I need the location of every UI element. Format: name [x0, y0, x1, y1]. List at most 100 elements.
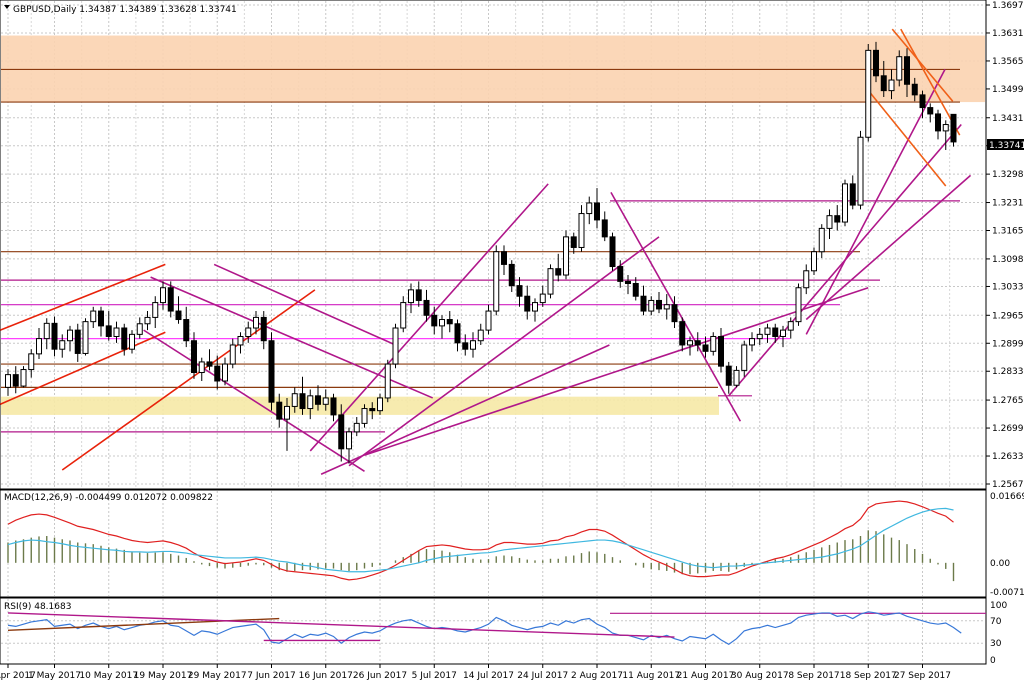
price-y-tick-label: 1.34990 — [992, 85, 1024, 95]
candles — [5, 41, 957, 464]
candle-body — [90, 310, 97, 323]
x-tick-label: 21 Aug 2017 — [677, 671, 735, 681]
candle-body — [98, 310, 104, 327]
x-tick-label: 7 Jun 2017 — [247, 671, 295, 681]
candle-body — [198, 361, 205, 374]
candle-body — [950, 113, 957, 143]
candle-body — [268, 340, 275, 403]
macd-title: MACD(12,26,9) -0.004499 0.012072 0.00982… — [4, 493, 213, 503]
candle-body — [175, 310, 182, 321]
candle-body — [656, 299, 662, 310]
orange-channel-line — [900, 28, 961, 136]
x-tick-label: 10 May 2017 — [79, 671, 138, 681]
candle-body — [361, 408, 368, 424]
candle-body — [663, 304, 670, 310]
candle-body — [756, 333, 763, 340]
rsi-trend-line — [7, 612, 675, 638]
candle-body — [245, 327, 252, 337]
candle-body — [671, 304, 678, 323]
candle-body — [12, 374, 19, 387]
x-tick-label: 21 Apr 2017 — [0, 671, 36, 681]
candle-body — [51, 322, 58, 350]
support-zone — [1, 396, 719, 415]
rsi-y-tick-label: 100 — [990, 601, 1007, 611]
candle-body — [183, 319, 190, 342]
magenta-channel-line — [213, 263, 396, 346]
candle-body — [67, 329, 73, 342]
candle-body — [307, 395, 314, 410]
candle-body — [648, 299, 655, 312]
candle-body — [632, 282, 639, 297]
price-zones — [1, 35, 985, 415]
current-price-tag — [987, 139, 1024, 150]
candle-body — [353, 422, 360, 433]
candle-body — [834, 215, 841, 223]
candle-body — [423, 299, 430, 316]
candle-body — [462, 342, 469, 350]
candle-body — [508, 263, 515, 287]
macd-signal-line — [7, 507, 954, 573]
candle-body — [501, 251, 507, 265]
x-tick-label: 1 May 2017 — [28, 671, 81, 681]
candle-body — [772, 327, 779, 337]
candle-body — [586, 202, 593, 215]
candle-body — [679, 321, 686, 346]
x-tick-label: 18 Sep 2017 — [840, 671, 897, 681]
candle-body — [811, 251, 817, 272]
candle-body — [330, 397, 337, 416]
candle-body — [167, 287, 174, 312]
candle-body — [400, 302, 407, 329]
candle-body — [446, 319, 453, 325]
candle-body — [43, 322, 50, 340]
magenta-trend-line — [805, 174, 972, 321]
price-y-tick-label: 1.32980 — [992, 170, 1024, 180]
price-y-tick-label: 1.35650 — [992, 57, 1024, 67]
candle-body — [516, 285, 523, 297]
candle-body — [609, 236, 616, 268]
candle-body — [795, 287, 802, 323]
candle-body — [547, 268, 554, 295]
candle-body — [493, 251, 500, 312]
price-y-tick-label: 1.32310 — [992, 199, 1024, 209]
candle-body — [322, 397, 329, 405]
x-tick-label: 26 Jun 2017 — [353, 671, 407, 681]
candle-body — [625, 280, 631, 284]
candle-body — [315, 395, 321, 405]
candle-body — [780, 329, 786, 337]
macd-line — [7, 500, 954, 581]
candle-body — [129, 333, 135, 350]
candle-body — [377, 397, 383, 412]
candle-body — [880, 75, 887, 92]
candle-body — [904, 56, 910, 85]
candle-body — [741, 344, 748, 371]
candle-body — [253, 316, 259, 329]
candle-body — [439, 319, 445, 327]
red-trend-line — [61, 289, 316, 471]
candle-body — [214, 365, 221, 382]
price-y-tick-label: 1.29650 — [992, 311, 1024, 321]
x-tick-label: 29 May 2017 — [188, 671, 247, 681]
candle-body — [113, 327, 120, 337]
magenta-channel-line — [348, 236, 660, 467]
rsi-y-tick-label: 30 — [990, 639, 1002, 649]
price-y-tick-label: 1.26990 — [992, 424, 1024, 434]
rsi-series — [1, 611, 985, 646]
orange-channel-line — [866, 88, 947, 187]
candle-body — [555, 268, 562, 276]
price-y-tick-label: 1.28990 — [992, 339, 1024, 349]
candle-body — [229, 344, 236, 365]
rsi-title: RSI(9) 48.1683 — [4, 602, 71, 612]
candle-body — [454, 323, 461, 344]
candle-body — [842, 183, 848, 223]
candle-body — [160, 287, 166, 304]
macd-y-tick-label: 0.00 — [990, 559, 1010, 569]
candle-body — [764, 327, 771, 335]
x-tick-label: 14 Jul 2017 — [463, 671, 514, 681]
price-y-tick-label: 1.28330 — [992, 367, 1024, 377]
candle-body — [191, 340, 197, 374]
candle-body — [260, 316, 267, 342]
symbol-dropdown-icon[interactable] — [4, 5, 10, 9]
resistance-zone — [1, 35, 985, 103]
price-y-tick-label: 1.31650 — [992, 227, 1024, 237]
